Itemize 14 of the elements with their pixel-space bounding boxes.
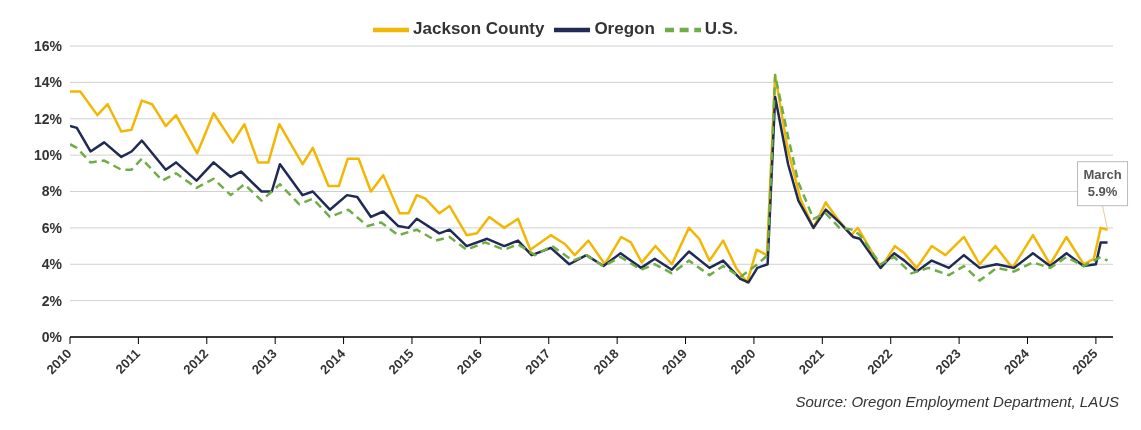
y-tick-label: 14%: [33, 74, 63, 91]
y-tick-label: 12%: [33, 110, 63, 127]
y-tick-label: 16%: [33, 37, 63, 54]
legend-label: U.S.: [704, 19, 738, 39]
y-tick-label: 4%: [41, 256, 63, 273]
y-tick-label: 0%: [41, 328, 63, 345]
legend-label: Jackson County: [413, 19, 545, 39]
source-note: Source: Oregon Employment Department, LAUS: [794, 393, 1120, 410]
legend-label: Oregon: [594, 19, 655, 39]
y-tick-label: 8%: [41, 183, 63, 200]
y-tick-label: 6%: [41, 219, 63, 236]
y-tick-label: 2%: [41, 292, 63, 309]
y-tick-label: 10%: [33, 147, 63, 164]
annotation: March 5.9%: [1083, 166, 1122, 199]
